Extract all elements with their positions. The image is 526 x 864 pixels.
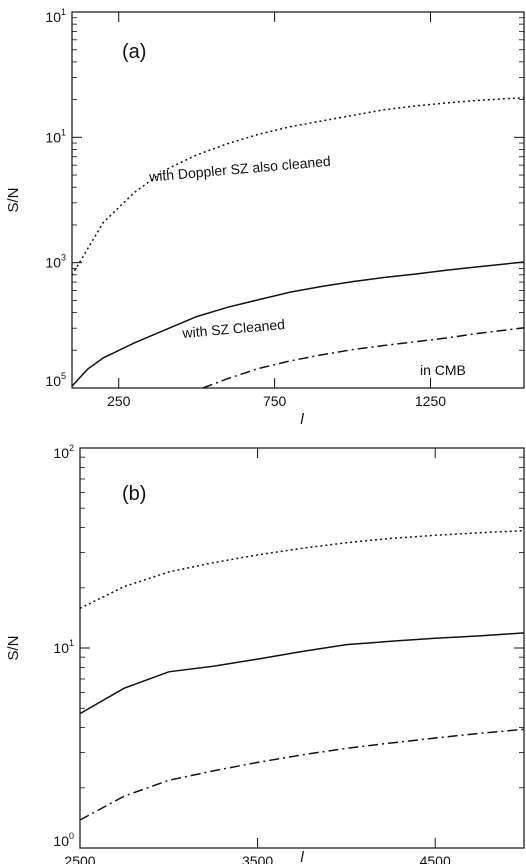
panel-a-frame [71, 11, 525, 389]
x-tick-label: 750 [263, 393, 287, 409]
y-tick-label: 101 [45, 127, 66, 145]
panel-a-series [71, 96, 525, 389]
y-tick-label: 105 [45, 371, 66, 389]
x-tick-label: 250 [107, 393, 131, 409]
series-line-solid [79, 632, 525, 715]
series-line-dash-dot [202, 327, 525, 389]
panel-b-y-axis-label: S/N [5, 635, 22, 660]
series-line-dash-dot [79, 728, 525, 821]
panel-b: (b) 2500 3500 4500 100 101 102 l S/N [5, 443, 525, 864]
panel-a-y-ticks: 105 103 101 101 [45, 7, 524, 389]
panel-a-y-axis-label: S/N [5, 187, 22, 212]
x-tick-label: 3500 [242, 853, 273, 864]
panel-b-x-ticks: 2500 3500 4500 [64, 448, 451, 864]
x-tick-label: 2500 [64, 853, 95, 864]
annotation-label: with Doppler SZ also cleaned [147, 153, 331, 185]
y-tick-label: 102 [53, 443, 74, 461]
annotation-label: with SZ Cleaned [181, 316, 286, 341]
panel-b-label: (b) [122, 483, 146, 505]
y-tick-label: 103 [45, 253, 66, 271]
panel-a: (a) 250 750 1250 105 103 101 101 with Doppler… [5, 7, 525, 428]
series-line-dotted [71, 96, 525, 276]
panel-a-annotations: with Doppler SZ also cleaned with SZ Clea… [147, 153, 465, 378]
series-line-solid [71, 261, 525, 387]
y-tick-label: 101 [53, 638, 74, 656]
y-tick-label: 100 [53, 831, 74, 849]
panel-b-x-axis-label: l [300, 849, 304, 864]
x-tick-label: 1250 [415, 393, 446, 409]
x-tick-label: 4500 [420, 853, 451, 864]
panel-a-label: (a) [122, 41, 146, 63]
series-line-dotted [79, 529, 525, 609]
y-tick-label: 101 [45, 7, 66, 25]
panel-a-x-axis-label: l [300, 411, 304, 428]
panel-a-x-ticks: 250 750 1250 [107, 12, 446, 409]
panel-b-series [79, 529, 525, 821]
panel-b-y-ticks: 100 101 102 [53, 443, 524, 849]
annotation-label: in CMB [420, 362, 466, 378]
